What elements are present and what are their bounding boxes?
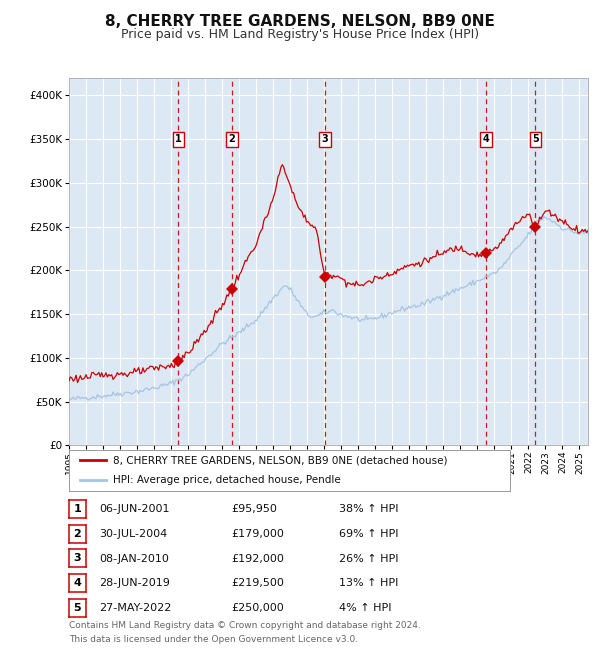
Text: HPI: Average price, detached house, Pendle: HPI: Average price, detached house, Pend…: [113, 475, 341, 485]
Text: Contains HM Land Registry data © Crown copyright and database right 2024.: Contains HM Land Registry data © Crown c…: [69, 621, 421, 630]
Text: 13% ↑ HPI: 13% ↑ HPI: [339, 578, 398, 588]
Text: 4: 4: [482, 134, 489, 144]
Text: 4: 4: [73, 578, 82, 588]
Text: £219,500: £219,500: [231, 578, 284, 588]
Text: 8, CHERRY TREE GARDENS, NELSON, BB9 0NE (detached house): 8, CHERRY TREE GARDENS, NELSON, BB9 0NE …: [113, 456, 448, 465]
Text: 1: 1: [74, 504, 81, 514]
Text: 27-MAY-2022: 27-MAY-2022: [99, 603, 172, 613]
Text: £95,950: £95,950: [231, 504, 277, 514]
Text: £250,000: £250,000: [231, 603, 284, 613]
Text: 38% ↑ HPI: 38% ↑ HPI: [339, 504, 398, 514]
Text: 1: 1: [175, 134, 182, 144]
Text: 3: 3: [74, 553, 81, 564]
Text: 30-JUL-2004: 30-JUL-2004: [99, 529, 167, 539]
Text: This data is licensed under the Open Government Licence v3.0.: This data is licensed under the Open Gov…: [69, 635, 358, 644]
Text: 2: 2: [74, 528, 81, 539]
Text: 5: 5: [532, 134, 539, 144]
Text: 69% ↑ HPI: 69% ↑ HPI: [339, 529, 398, 539]
Text: 5: 5: [74, 603, 81, 613]
Text: Price paid vs. HM Land Registry's House Price Index (HPI): Price paid vs. HM Land Registry's House …: [121, 28, 479, 41]
Text: 4% ↑ HPI: 4% ↑ HPI: [339, 603, 391, 613]
Text: £192,000: £192,000: [231, 554, 284, 564]
Text: 06-JUN-2001: 06-JUN-2001: [99, 504, 170, 514]
Text: 2: 2: [229, 134, 235, 144]
Text: 8, CHERRY TREE GARDENS, NELSON, BB9 0NE: 8, CHERRY TREE GARDENS, NELSON, BB9 0NE: [105, 14, 495, 29]
Text: 28-JUN-2019: 28-JUN-2019: [99, 578, 170, 588]
Text: 26% ↑ HPI: 26% ↑ HPI: [339, 554, 398, 564]
Text: £179,000: £179,000: [231, 529, 284, 539]
Text: 08-JAN-2010: 08-JAN-2010: [99, 554, 169, 564]
Text: 3: 3: [322, 134, 328, 144]
